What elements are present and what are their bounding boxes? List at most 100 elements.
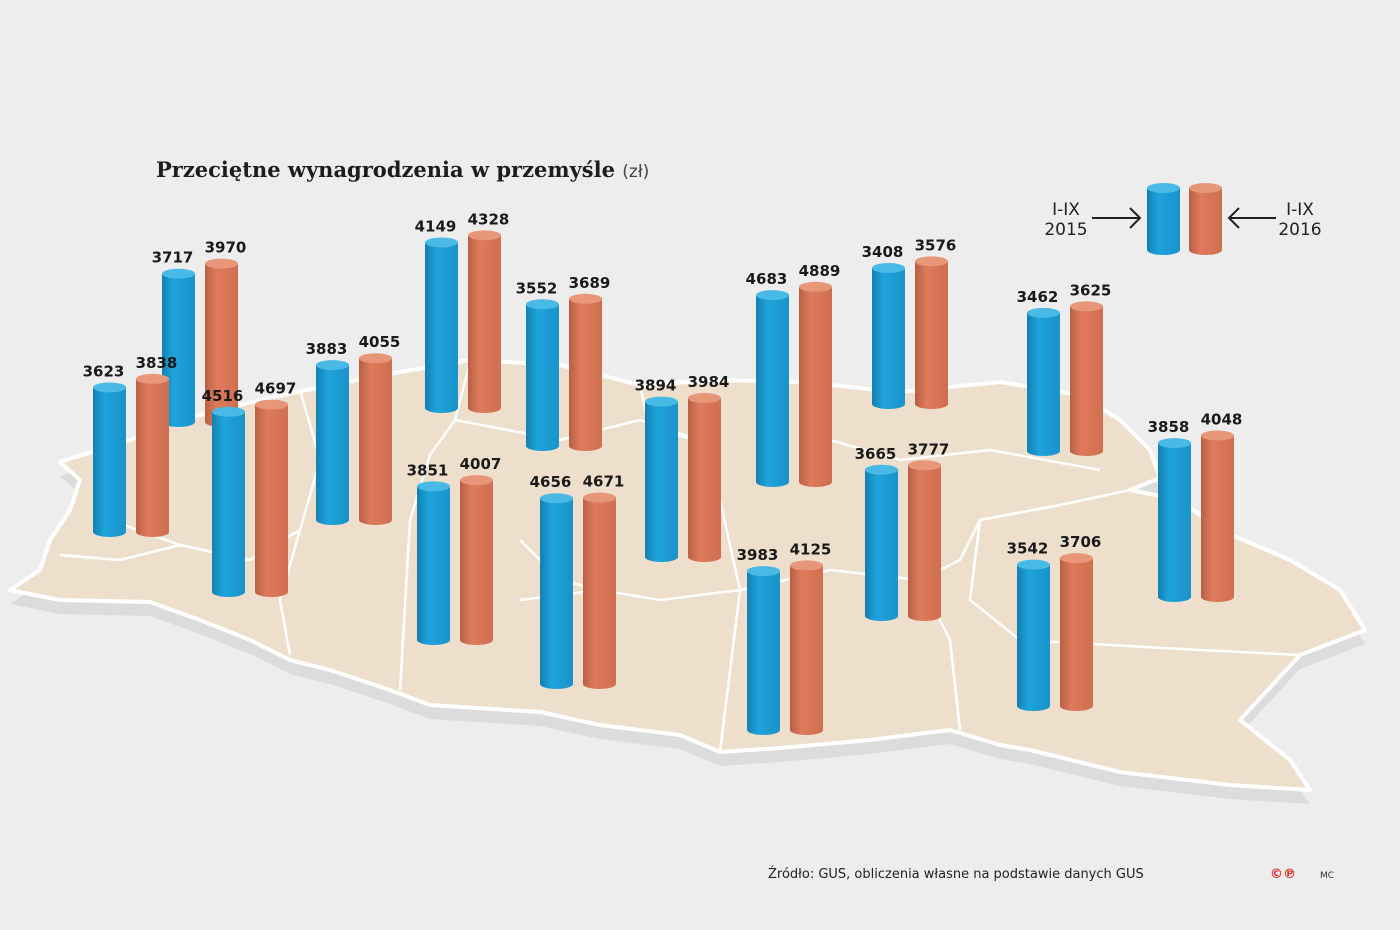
data-label: 4889 — [799, 262, 841, 280]
data-label: 3883 — [306, 340, 348, 358]
bar-2015-body — [1017, 564, 1050, 711]
bar-2016-body — [908, 465, 941, 621]
bar-2016-body — [468, 235, 501, 413]
data-label: 3851 — [407, 461, 449, 479]
bar-2015-top — [645, 396, 678, 407]
bar-2015-top — [747, 566, 780, 577]
data-label: 4671 — [583, 473, 625, 491]
chart-title-text: Przeciętne wynagrodzenia w przemyśle — [156, 157, 615, 182]
legend-arrow-2015 — [1092, 207, 1142, 229]
bar-2015-body — [747, 571, 780, 735]
bar-2015-body — [1027, 312, 1060, 456]
bar-2016-body — [205, 263, 238, 427]
bar-2016 — [790, 560, 823, 735]
bar-2016 — [688, 393, 721, 562]
bar-2016-top — [1201, 430, 1234, 441]
data-label: 3984 — [688, 373, 730, 391]
bar-2015-top — [316, 360, 349, 371]
bar-2016-body — [1060, 558, 1093, 711]
bar-2016 — [583, 492, 616, 689]
data-label: 3665 — [855, 445, 897, 463]
bar-2016-body — [255, 404, 288, 597]
bar-2015-top — [1027, 307, 1060, 318]
bar-2016-top — [1070, 301, 1103, 312]
data-label: 4055 — [359, 333, 401, 351]
legend-2015: I-IX 2015 — [1040, 200, 1092, 240]
bar-2016-top — [583, 492, 616, 503]
region-border — [739, 488, 1131, 592]
bar-2016 — [468, 230, 501, 413]
bar-2015-body — [872, 268, 905, 409]
legend-swatch-2015-top — [1147, 183, 1180, 193]
data-label: 4149 — [415, 217, 457, 235]
bar-2015 — [865, 464, 898, 621]
data-label: 3894 — [635, 377, 677, 395]
bar-2015-top — [540, 493, 573, 504]
bar-2016 — [136, 373, 169, 537]
legend-2016-line1: I-IX — [1286, 200, 1314, 220]
region-border — [59, 543, 181, 562]
bar-2015 — [645, 396, 678, 562]
bar-2015-body — [425, 242, 458, 413]
bar-2015 — [162, 268, 195, 427]
legend-swatch-2016-top — [1189, 183, 1222, 193]
bar-2016-top — [359, 353, 392, 364]
bar-2016 — [1201, 430, 1234, 602]
bar-2015 — [1158, 438, 1191, 602]
bar-2015-top — [1158, 438, 1191, 449]
bar-2015-top — [417, 481, 450, 492]
legend-arrow-2016 — [1227, 207, 1276, 229]
data-label: 4328 — [468, 210, 510, 228]
bar-2015-body — [645, 401, 678, 562]
chart-title-unit: (zł) — [622, 162, 650, 182]
legend-swatch-2015-body — [1147, 188, 1180, 255]
data-label: 3706 — [1060, 533, 1102, 551]
data-label: 3717 — [152, 249, 194, 267]
data-label: 4656 — [530, 473, 572, 491]
region-border — [398, 361, 472, 691]
data-label: 3408 — [862, 243, 904, 261]
bar-2016-body — [1201, 435, 1234, 602]
bar-2015 — [872, 263, 905, 409]
region-border — [829, 438, 1101, 472]
bar-2016-body — [136, 378, 169, 537]
source-note: Źródło: GUS, obliczenia własne na podsta… — [768, 867, 1144, 882]
bar-2016-top — [1060, 553, 1093, 564]
bar-2016-body — [688, 398, 721, 562]
legend-2016-line2: 2016 — [1278, 220, 1322, 240]
bar-2016-top — [915, 256, 948, 267]
bar-2016 — [255, 399, 288, 597]
bar-2015-top — [162, 268, 195, 279]
data-label: 3983 — [737, 546, 779, 564]
bar-2015-body — [540, 498, 573, 689]
bar-2015-body — [865, 469, 898, 621]
legend-2016: I-IX 2016 — [1274, 200, 1326, 240]
data-label: 4683 — [746, 270, 788, 288]
bar-2016-top — [799, 281, 832, 292]
bar-2016 — [915, 256, 948, 409]
bar-2015-body — [316, 365, 349, 525]
data-label: 3858 — [1148, 418, 1190, 436]
data-label: 3689 — [569, 274, 611, 292]
data-label: 4007 — [460, 455, 502, 473]
bar-2016-body — [359, 358, 392, 525]
bar-2015-body — [756, 295, 789, 487]
bar-2016 — [359, 353, 392, 525]
publisher-logo: ©℗ — [1270, 867, 1296, 882]
data-label: 3625 — [1070, 281, 1112, 299]
bar-2016-top — [908, 460, 941, 471]
data-label: 3576 — [915, 236, 957, 254]
legend-swatch-2016 — [1189, 183, 1222, 255]
author-initials: MC — [1320, 871, 1335, 881]
bar-2015-top — [1017, 559, 1050, 570]
chart-title: Przeciętne wynagrodzenia w przemyśle (zł… — [156, 157, 649, 182]
bar-2015-body — [417, 486, 450, 645]
data-label: 4697 — [255, 380, 297, 398]
bar-2015-body — [212, 411, 245, 597]
bar-2016-body — [460, 480, 493, 645]
bar-2016-body — [583, 497, 616, 689]
legend-2015-line2: 2015 — [1044, 220, 1088, 240]
data-label: 3838 — [136, 354, 178, 372]
